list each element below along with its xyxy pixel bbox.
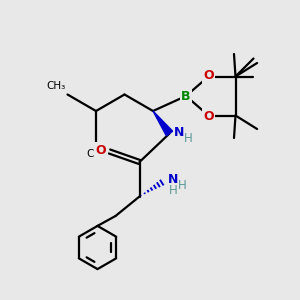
Text: CH₃: CH₃ [86, 149, 106, 159]
Text: H: H [178, 178, 187, 192]
Text: CH₃: CH₃ [46, 81, 66, 91]
Text: H: H [184, 131, 193, 145]
Polygon shape [153, 111, 172, 136]
Text: H: H [169, 184, 178, 197]
Text: O: O [203, 110, 214, 123]
Text: N: N [168, 173, 178, 186]
Text: O: O [203, 69, 214, 82]
Text: B: B [181, 89, 191, 103]
Text: O: O [96, 144, 106, 157]
Text: N: N [174, 125, 184, 139]
